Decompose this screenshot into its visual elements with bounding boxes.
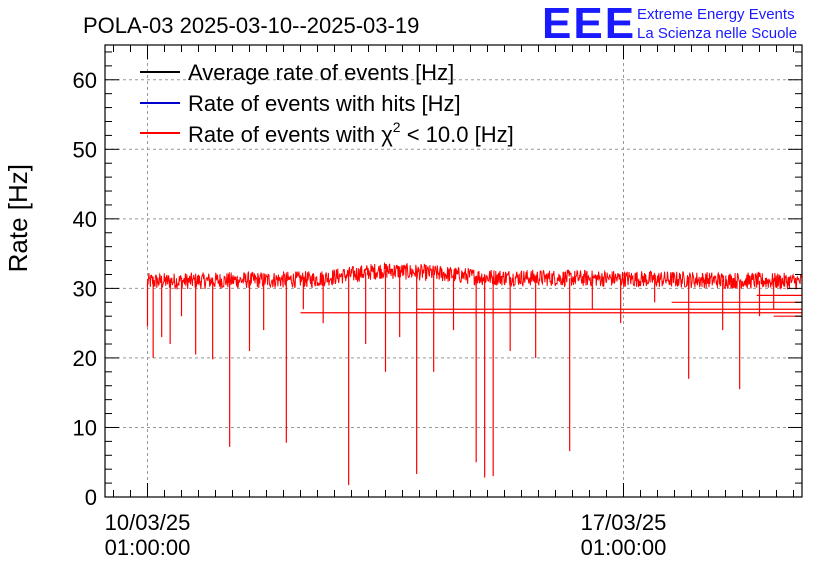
- x-tick-label: 17/03/25: [581, 510, 667, 535]
- x-tick-label: 01:00:00: [581, 535, 667, 560]
- y-tick-label: 60: [73, 68, 97, 93]
- legend: Average rate of events [Hz] Rate of even…: [140, 60, 514, 147]
- y-tick-label: 20: [73, 346, 97, 371]
- eee-logo-line2: La Scienza nelle Scuole: [637, 25, 797, 42]
- legend-label-average: Average rate of events [Hz]: [188, 60, 454, 85]
- eee-logo-line1: Extreme Energy Events: [637, 6, 795, 23]
- y-tick-label: 40: [73, 207, 97, 232]
- y-tick-label: 0: [85, 485, 97, 510]
- y-tick-label: 50: [73, 137, 97, 162]
- eee-logo-mark: EEE: [542, 0, 636, 48]
- y-tick-labels: 0 10 20 30 40 50 60: [73, 68, 97, 510]
- chart-title: POLA-03 2025-03-10--2025-03-19: [83, 13, 419, 38]
- axes: [104, 44, 803, 498]
- y-axis-label: Rate [Hz]: [3, 164, 33, 272]
- y-tick-label: 10: [73, 415, 97, 440]
- legend-label-hits: Rate of events with hits [Hz]: [188, 91, 461, 116]
- x-tick-label: 10/03/25: [105, 510, 191, 535]
- y-tick-label: 30: [73, 276, 97, 301]
- legend-chi2-prefix: Rate of events with: [188, 122, 381, 147]
- legend-label-chi2: Rate of events with χ2 < 10.0 [Hz]: [188, 119, 514, 147]
- series-layer: [146, 262, 803, 486]
- legend-chi2-suffix: < 10.0 [Hz]: [401, 122, 514, 147]
- series-line: [147, 262, 803, 291]
- legend-chi2-symbol: χ: [381, 122, 393, 147]
- x-tick-label: 01:00:00: [105, 535, 191, 560]
- legend-chi2-sup: 2: [393, 119, 401, 135]
- eee-logo: EEE Extreme Energy Events La Scienza nel…: [542, 0, 797, 48]
